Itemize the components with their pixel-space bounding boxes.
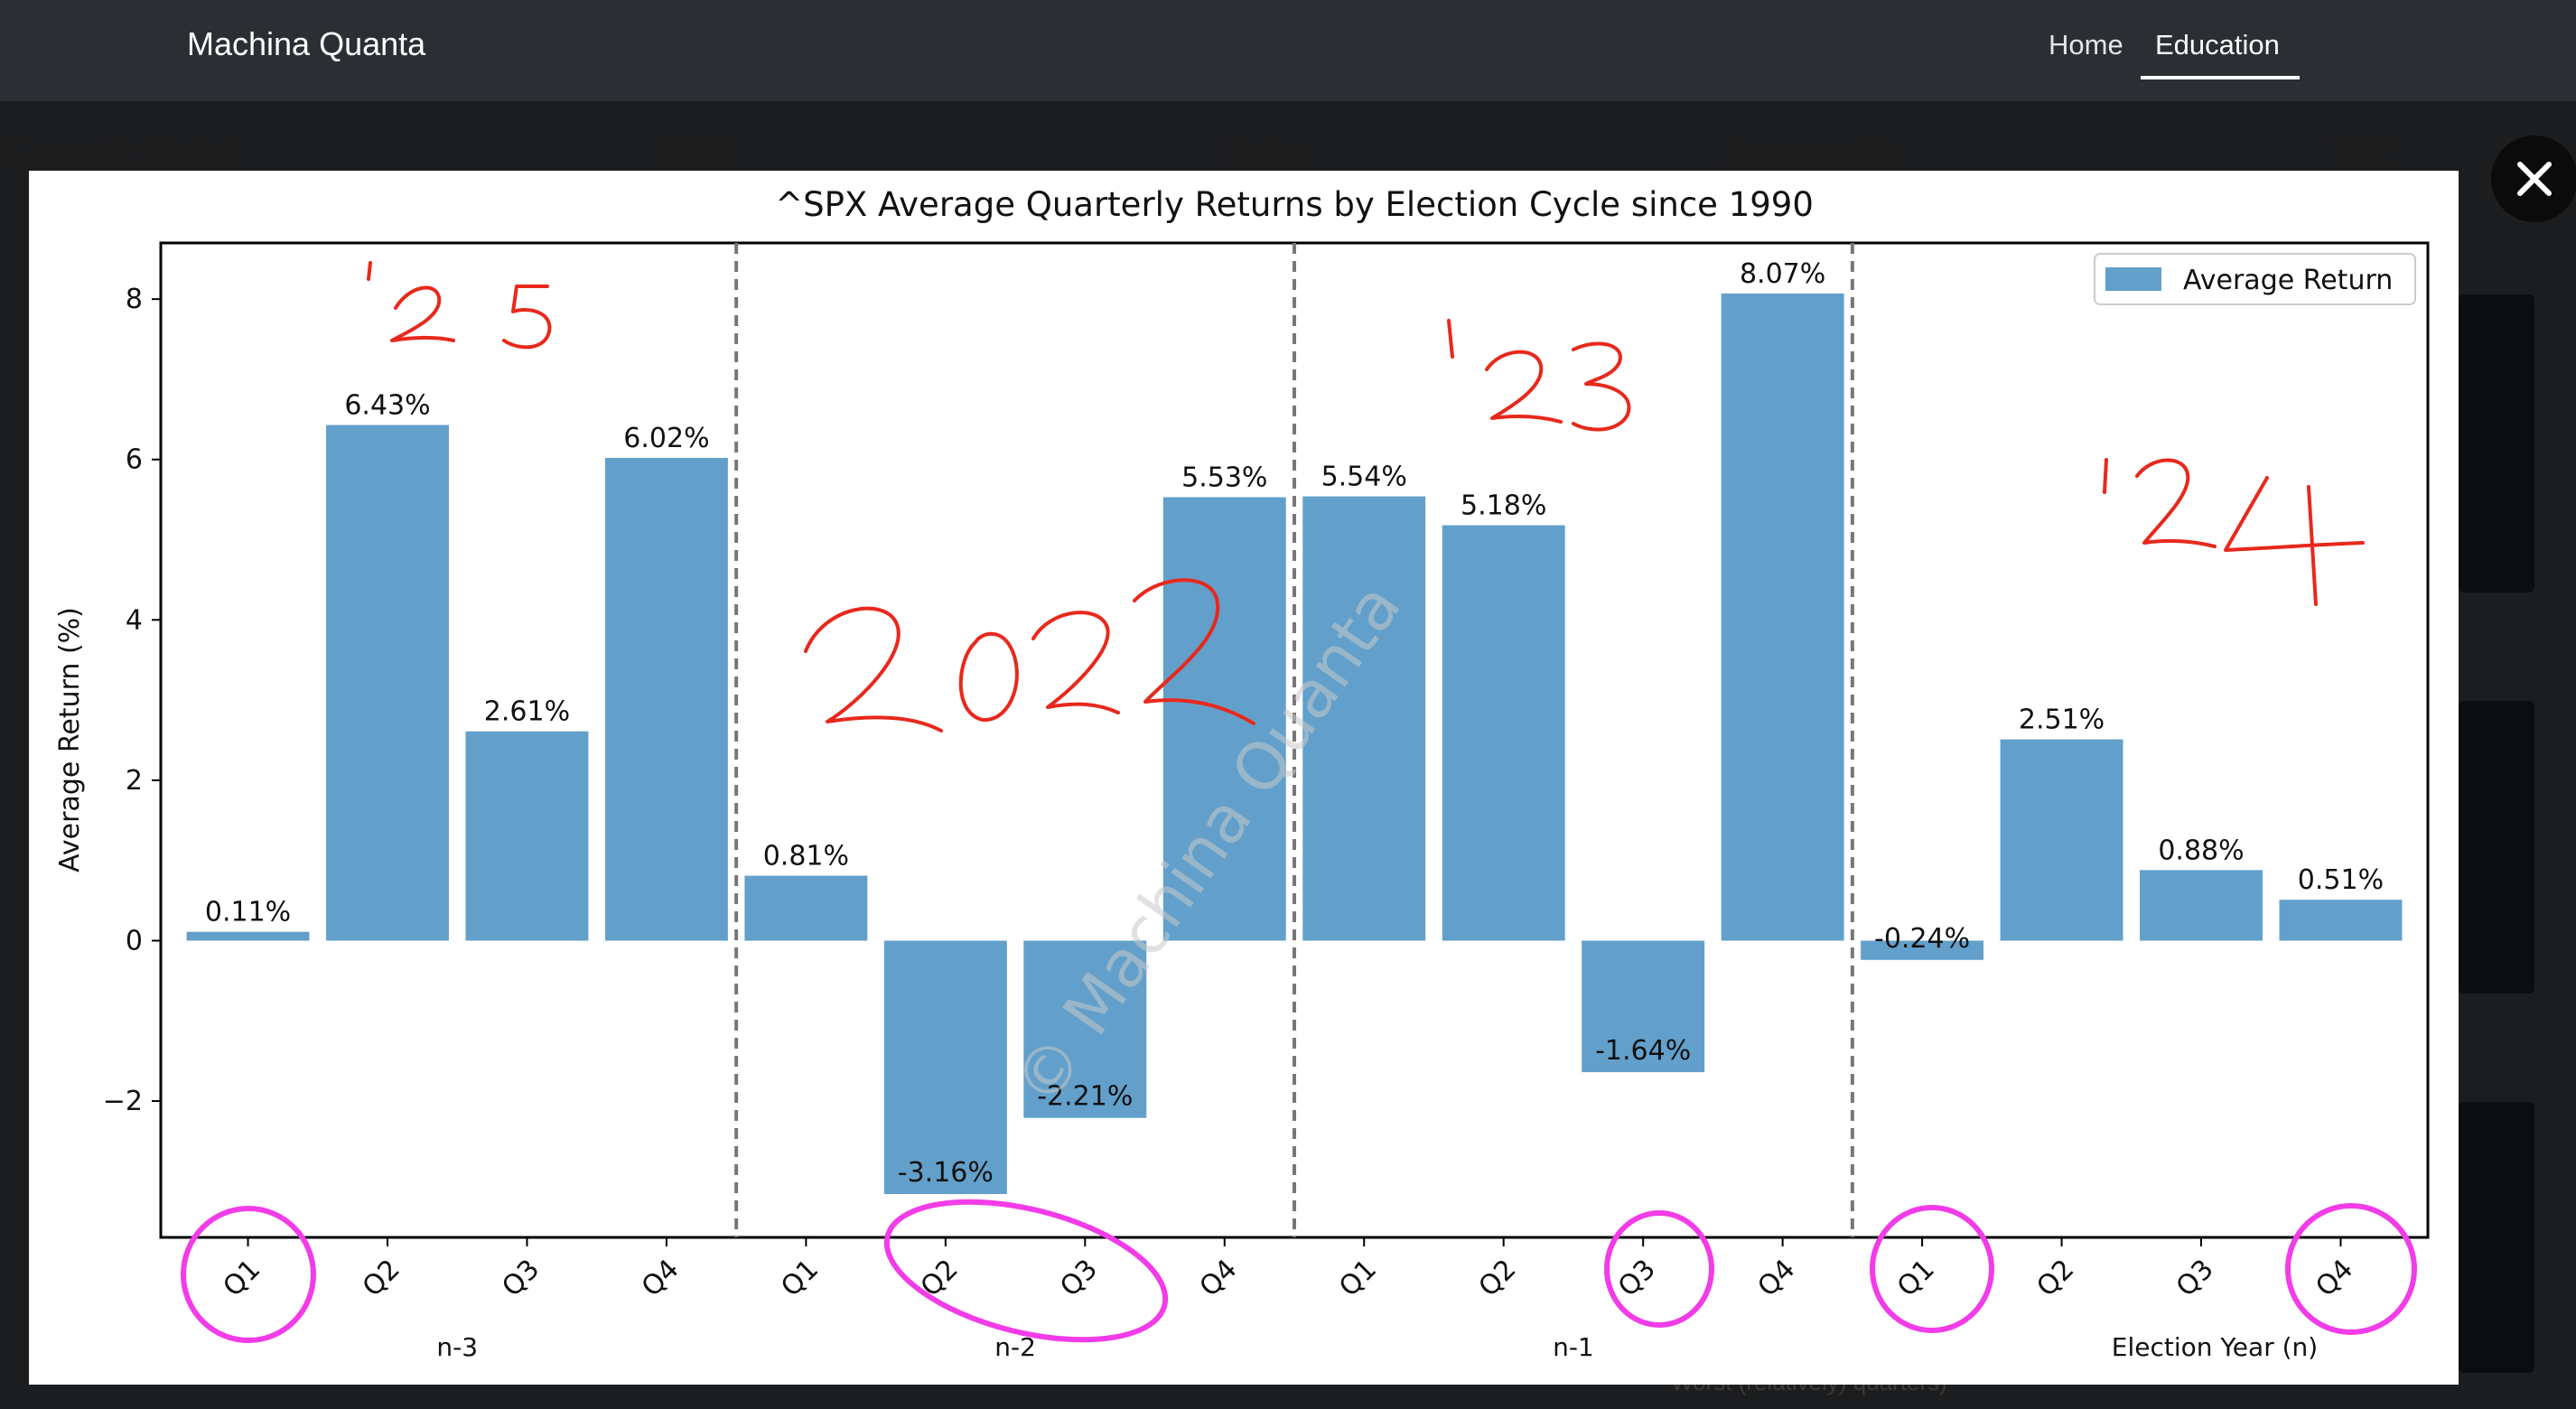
close-modal-button[interactable]	[2491, 135, 2576, 222]
y-tick-label: 4	[126, 604, 143, 636]
chart-legend: Average Return	[2094, 253, 2416, 305]
bar	[604, 457, 728, 941]
chart-modal: ^SPX Average Quarterly Returns by Electi…	[29, 171, 2459, 1385]
highlight-circle-n-q1	[1870, 1205, 1994, 1333]
bar	[1582, 940, 1705, 1073]
bar-value-label: -3.16%	[898, 1157, 994, 1189]
y-tick-label: −2	[103, 1086, 143, 1117]
handwritten-annotations	[367, 261, 2365, 732]
y-tick-label: 8	[126, 284, 143, 315]
highlight-circles	[181, 1199, 2417, 1343]
nav-active-indicator	[2141, 76, 2300, 79]
bar	[326, 425, 449, 941]
legend-label: Average Return	[2183, 265, 2393, 296]
top-navbar: Machina Quanta Home Education	[0, 0, 2576, 101]
brand-logo-text[interactable]: Machina Quanta	[187, 25, 426, 62]
x-tick-label: Q3	[1054, 1254, 1104, 1303]
bar-value-label: 5.53%	[1181, 462, 1267, 493]
handwritten-label-23	[1447, 319, 1631, 432]
seasonality-bar-chart: ^SPX Average Quarterly Returns by Electi…	[54, 185, 2430, 1362]
bar-value-label: 2.61%	[484, 696, 570, 728]
tab-gex[interactable]: GEX	[663, 135, 736, 173]
bar	[465, 731, 589, 941]
highlight-circle-n-q4	[2285, 1203, 2417, 1335]
bar	[1861, 940, 1984, 960]
x-tick-label: Q2	[2030, 1254, 2080, 1303]
x-tick-label: Q4	[1751, 1254, 1801, 1303]
bar-value-label: 0.81%	[763, 841, 849, 872]
background-card	[2459, 294, 2534, 593]
x-tick-label: Q4	[636, 1254, 686, 1303]
background-card	[2459, 1102, 2534, 1373]
y-axis-label: Average Return (%)	[54, 607, 86, 872]
legend-swatch	[2105, 267, 2161, 291]
x-tick-label: Q2	[357, 1254, 406, 1303]
handwritten-label-24	[2103, 458, 2365, 606]
background-tab-bar: Entropic Model GEX Price Seasonality VIX	[0, 135, 2576, 173]
bar-value-label: 8.07%	[1740, 258, 1825, 290]
highlight-circle-n1-q3	[1604, 1210, 1714, 1328]
bar	[2000, 739, 2123, 941]
group-label: n-1	[1553, 1332, 1594, 1362]
x-axis-label: Election Year (n)	[2112, 1332, 2318, 1362]
bar	[186, 931, 310, 941]
bar-value-label: 2.51%	[2019, 704, 2105, 736]
nav-link-home[interactable]: Home	[2049, 29, 2123, 61]
x-tick-label: Q4	[1194, 1254, 1244, 1303]
x-tick-label: Q3	[496, 1254, 546, 1303]
handwritten-label-25	[367, 261, 552, 350]
y-tick-label: 6	[126, 444, 143, 476]
highlight-circle-n3-q1	[181, 1206, 316, 1343]
bar-value-label: 0.11%	[205, 897, 291, 928]
bar	[744, 875, 868, 941]
x-tick-label: Q1	[1891, 1254, 1941, 1303]
tab-entropic-model[interactable]: Entropic Model	[7, 135, 237, 173]
bar-value-label: 6.43%	[344, 390, 430, 422]
x-tick-label: Q1	[217, 1254, 266, 1303]
handwritten-label-2022	[804, 578, 1255, 732]
nav-link-education[interactable]: Education	[2155, 29, 2280, 61]
bar-value-label: -2.21%	[1037, 1081, 1133, 1113]
bar	[1162, 497, 1286, 941]
bar	[2279, 900, 2403, 941]
bar	[2140, 870, 2263, 941]
tab-price[interactable]: Price	[1228, 135, 1307, 173]
close-icon	[2517, 162, 2552, 196]
x-tick-label: Q1	[775, 1254, 825, 1303]
tab-seasonality[interactable]: Seasonality	[1725, 135, 1903, 173]
x-tick-label: Q1	[1333, 1254, 1383, 1303]
x-tick-label: Q2	[1473, 1254, 1523, 1303]
bar-value-label: 0.51%	[2298, 864, 2384, 896]
bar-value-label: -0.24%	[1874, 923, 1970, 955]
bar-value-label: -1.64%	[1595, 1035, 1691, 1067]
bar	[1442, 525, 1565, 941]
bar	[1302, 496, 1426, 941]
background-card	[2459, 701, 2534, 994]
x-tick-label: Q3	[1612, 1254, 1662, 1303]
tab-vix[interactable]: VIX	[2334, 135, 2390, 173]
x-tick-label: Q2	[915, 1254, 965, 1303]
y-tick-label: 2	[126, 765, 143, 797]
bar-value-label: 5.18%	[1461, 490, 1546, 522]
bar	[1721, 293, 1844, 941]
legend-box	[2094, 253, 2416, 305]
group-label: n-3	[436, 1332, 478, 1362]
bar-value-label: 6.02%	[623, 423, 709, 454]
bar-value-label: 0.88%	[2158, 835, 2244, 866]
highlight-ellipse-n2-q2-q3	[883, 1199, 1169, 1343]
chart-title: ^SPX Average Quarterly Returns by Electi…	[775, 185, 1814, 224]
group-label: n-2	[994, 1332, 1036, 1362]
bar	[883, 940, 1007, 1195]
bar-value-label: 5.54%	[1321, 462, 1407, 493]
bar	[1023, 940, 1147, 1118]
y-tick-label: 0	[126, 925, 143, 956]
x-tick-label: Q4	[2310, 1254, 2359, 1303]
x-tick-label: Q3	[2170, 1254, 2220, 1303]
